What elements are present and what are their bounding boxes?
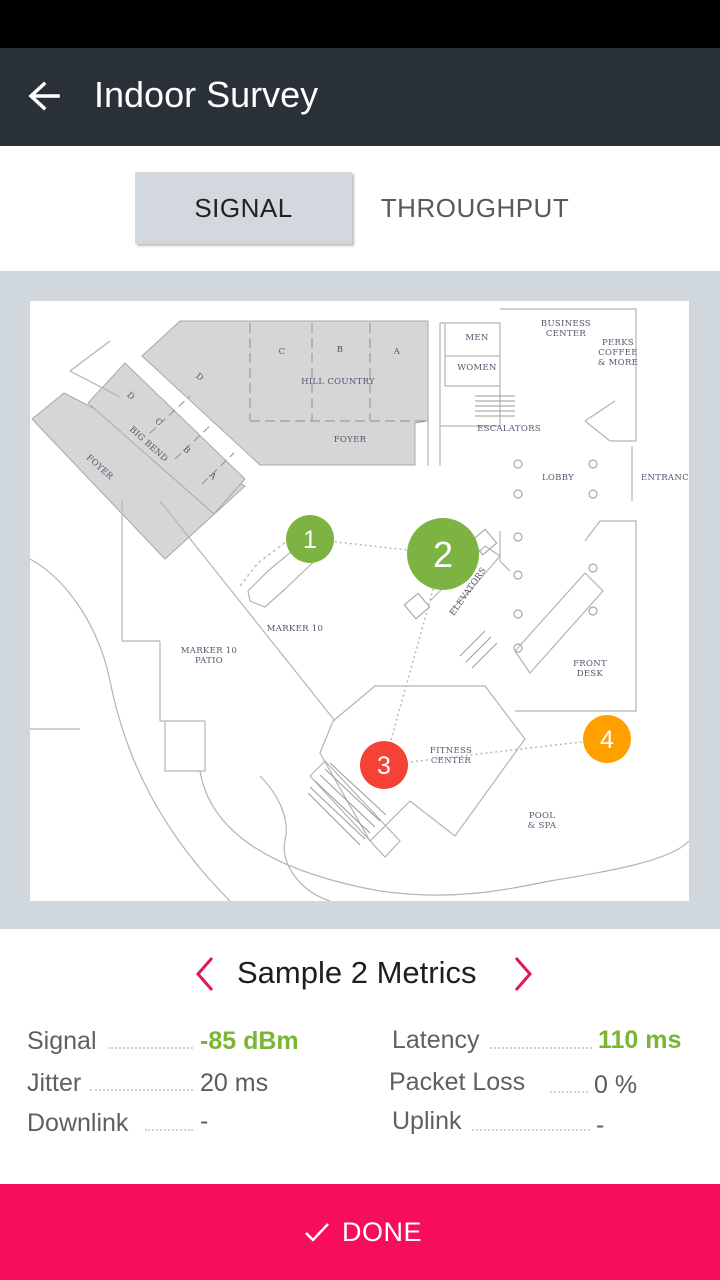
- sample-marker-2-circle: [407, 518, 479, 590]
- sample-marker-2[interactable]: 2: [407, 518, 479, 590]
- map-label-room-a: A: [393, 347, 401, 357]
- map-label-room-b: B: [337, 345, 344, 355]
- map-label-business-1: BUSINESS: [541, 319, 591, 329]
- map-label-foyer: FOYER: [334, 435, 367, 445]
- sample-marker-2-label: 2: [433, 534, 453, 575]
- chevron-left-icon: [196, 957, 214, 991]
- metric-signal-label: Signal: [27, 1027, 97, 1055]
- metric-jitter-label: Jitter: [27, 1069, 82, 1097]
- sample-marker-3[interactable]: 3: [360, 741, 408, 789]
- floor-plan-svg: HILL COUNTRY FOYER C B A D FOYER BIG BEN…: [30, 308, 689, 901]
- sample-marker-1[interactable]: 1: [286, 515, 334, 563]
- map-label-lobby: LOBBY: [542, 473, 574, 483]
- metric-downlink-dots: [145, 1129, 193, 1131]
- map-label-marker10: MARKER 10: [267, 624, 323, 634]
- map-label-fitness-2: CENTER: [431, 756, 472, 766]
- sample-marker-4-circle: [583, 715, 631, 763]
- metric-packet-loss-label: Packet Loss: [389, 1068, 526, 1096]
- check-icon: [305, 1223, 329, 1242]
- sample-marker-1-circle: [286, 515, 334, 563]
- map-label-fitness-1: FITNESS: [430, 746, 472, 756]
- metric-packet-loss-dots: [550, 1091, 588, 1093]
- metric-uplink-value: -: [596, 1111, 605, 1139]
- next-sample-button[interactable]: [506, 952, 538, 996]
- map-label-women: WOMEN: [457, 363, 497, 373]
- metric-jitter-value: 20 ms: [200, 1069, 269, 1097]
- status-bar: [0, 0, 720, 48]
- app-bar: Indoor Survey: [0, 48, 720, 146]
- done-label: DONE: [342, 1217, 423, 1247]
- map-label-business-2: CENTER: [546, 329, 587, 339]
- metric-downlink-label: Downlink: [27, 1109, 129, 1137]
- page-title: Indoor Survey: [94, 74, 319, 115]
- map-label-front-desk-2: DESK: [577, 669, 604, 679]
- map-label-marker10-patio-1: MARKER 10: [181, 646, 237, 656]
- tab-bar: SIGNAL THROUGHPUT: [0, 146, 720, 271]
- metric-signal-dots: [108, 1047, 193, 1049]
- floor-plan-map[interactable]: HILL COUNTRY FOYER C B A D FOYER BIG BEN…: [30, 301, 689, 901]
- tab-signal[interactable]: SIGNAL: [135, 172, 352, 244]
- metrics-title: Sample 2 Metrics: [237, 955, 477, 990]
- map-panel: HILL COUNTRY FOYER C B A D FOYER BIG BEN…: [0, 271, 720, 929]
- map-label-men: MEN: [465, 333, 489, 343]
- sample-marker-3-label: 3: [377, 752, 391, 780]
- metrics-header: Sample 2 Metrics: [0, 940, 720, 1010]
- survey-path: [309, 538, 608, 766]
- map-label-perks-1: PERKS: [602, 338, 634, 348]
- done-button[interactable]: DONE: [0, 1184, 720, 1280]
- metric-latency-label: Latency: [392, 1026, 480, 1054]
- metric-latency-dots: [490, 1047, 592, 1049]
- map-label-escalators: ESCALATORS: [477, 424, 541, 434]
- map-label-marker10-patio-2: PATIO: [195, 656, 223, 666]
- sample-marker-4-label: 4: [600, 726, 614, 754]
- chevron-right-icon: [514, 957, 532, 991]
- map-label-room-c: C: [279, 347, 286, 357]
- map-label-bb-b: B: [181, 445, 193, 457]
- map-label-perks-3: & MORE: [598, 358, 638, 368]
- map-label-pool-1: POOL: [529, 811, 556, 821]
- metric-downlink-value: -: [200, 1107, 209, 1135]
- metric-jitter-dots: [90, 1089, 193, 1091]
- prev-sample-button[interactable]: [190, 952, 222, 996]
- map-label-room-d: D: [193, 371, 205, 383]
- sample-marker-4[interactable]: 4: [583, 715, 631, 763]
- map-label-bb-c: C: [152, 417, 164, 429]
- metric-latency-value: 110 ms: [598, 1026, 682, 1054]
- sample-marker-1-label: 1: [303, 526, 317, 554]
- back-button[interactable]: [18, 72, 70, 124]
- metric-packet-loss-value: 0 %: [594, 1071, 638, 1099]
- map-label-perks-2: COFFEE: [598, 348, 637, 358]
- arrow-left-icon: [28, 81, 60, 111]
- metric-uplink-dots: [472, 1129, 590, 1131]
- map-label-front-desk-1: FRONT: [573, 659, 607, 669]
- metric-signal-value: -85 dBm: [200, 1027, 299, 1055]
- metric-uplink-label: Uplink: [392, 1107, 462, 1135]
- map-label-pool-2: & SPA: [528, 821, 557, 831]
- map-label-bb-d: D: [124, 390, 136, 402]
- map-label-hill-country: HILL COUNTRY: [301, 377, 375, 387]
- tab-throughput[interactable]: THROUGHPUT: [380, 193, 570, 223]
- sample-marker-3-circle: [360, 741, 408, 789]
